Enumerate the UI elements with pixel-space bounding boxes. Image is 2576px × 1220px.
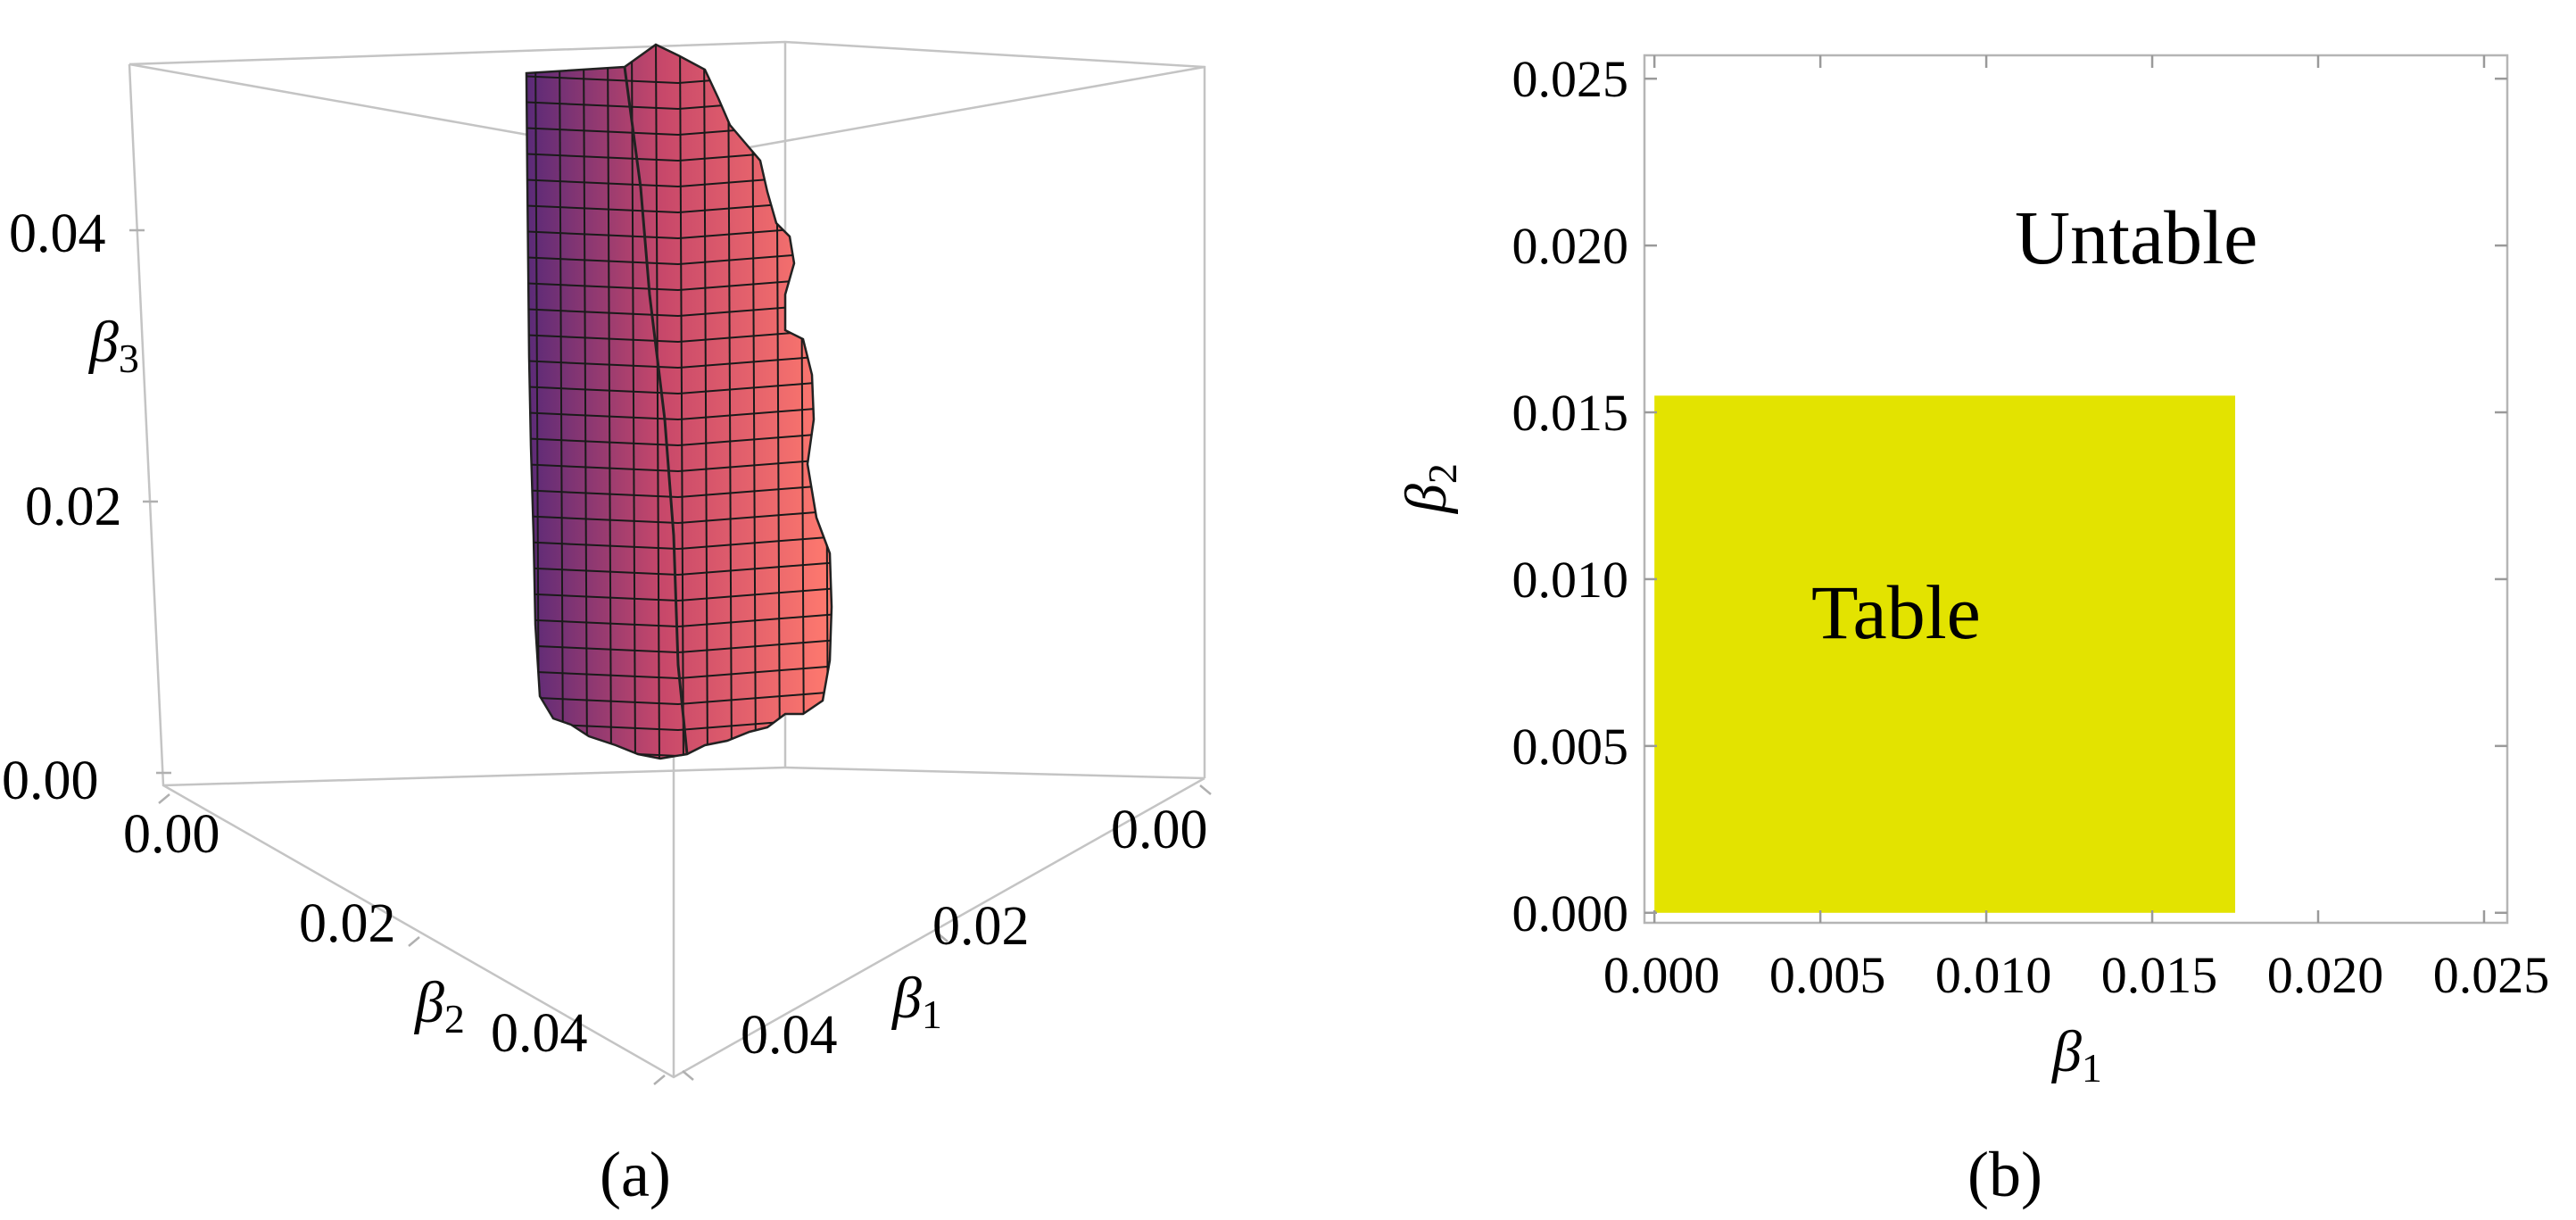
mesh-line [526, 561, 832, 577]
mesh-line [526, 303, 832, 318]
x-tick-label: 0.000 [1603, 946, 1720, 1004]
mesh-line [526, 380, 832, 395]
z-axis: 0.04 0.02 0.00 β3 [2, 203, 171, 811]
x-tick-label: 0.025 [2433, 946, 2550, 1004]
y-tick-label: 0.00 [123, 804, 220, 865]
mesh-line [679, 45, 684, 759]
mesh-line [526, 328, 832, 344]
y-tick-label: 0.025 [1512, 50, 1629, 108]
x-tick-label: 0.04 [741, 1005, 838, 1066]
panel-b-label: (b) [1967, 1139, 2042, 1210]
mesh-line [526, 277, 832, 292]
x-tick-label: 0.015 [2101, 946, 2218, 1004]
mesh-line [526, 458, 832, 473]
y-tick-label: 0.04 [491, 1003, 588, 1064]
mesh-line [526, 691, 832, 706]
y-tick-label: 0.000 [1512, 884, 1629, 942]
y-tick-label: 0.020 [1512, 217, 1629, 275]
y-tick-label: 0.02 [299, 893, 396, 954]
z-tick-label: 0.02 [25, 477, 122, 537]
mesh-line [727, 45, 733, 759]
mesh-line [607, 45, 612, 759]
mesh-line [526, 354, 832, 369]
surface-edge [623, 66, 689, 755]
mesh-line [526, 535, 832, 551]
y-tick-label: 0.005 [1512, 718, 1629, 776]
mesh-line [583, 45, 588, 759]
y-tick-label: 0.010 [1512, 551, 1629, 609]
mesh-line [526, 432, 832, 447]
mesh-line [559, 45, 564, 759]
mesh-line [655, 45, 660, 759]
x-axis-label: β1 [2050, 1019, 2102, 1091]
axis-ticks [1644, 55, 2507, 923]
z-tick-label: 0.00 [2, 751, 99, 811]
panel-b-region-plot: 0.000 0.005 0.010 0.015 0.020 0.025 0.00… [1394, 50, 2549, 1210]
z-axis-label: β3 [87, 310, 139, 381]
mesh-line [703, 45, 708, 759]
mesh-line [631, 45, 636, 759]
table-region [1654, 395, 2236, 913]
mesh-line [526, 510, 832, 525]
x-tick-label: 0.020 [2267, 946, 2384, 1004]
mesh-line [534, 45, 540, 759]
mesh-line [526, 406, 832, 421]
panel-a-3d-plot: 0.04 0.02 0.00 β3 0.00 0.02 0.04 β2 0.00… [2, 40, 1212, 1210]
mesh-line [526, 484, 832, 499]
x-axis: 0.00 0.02 0.04 β1 [682, 784, 1212, 1081]
x-tick-label: 0.005 [1769, 946, 1886, 1004]
table-region-label: Table [1811, 569, 1981, 655]
mesh-line [526, 587, 832, 602]
y-tick-label: 0.015 [1512, 384, 1629, 442]
untable-region-label: Untable [2015, 195, 2257, 280]
y-axis: 0.00 0.02 0.04 β2 [123, 793, 666, 1085]
y-axis-label: β2 [413, 970, 465, 1042]
z-tick-label: 0.04 [9, 203, 106, 264]
mesh-line [526, 251, 832, 266]
x-tick-label: 0.010 [1935, 946, 2052, 1004]
x-tick-label: 0.00 [1111, 800, 1208, 860]
panel-a-label: (a) [600, 1139, 671, 1210]
y-axis-label: β2 [1394, 463, 1465, 515]
x-axis-label: β1 [890, 966, 942, 1037]
mesh-line [751, 45, 757, 759]
x-tick-label: 0.02 [932, 896, 1030, 957]
